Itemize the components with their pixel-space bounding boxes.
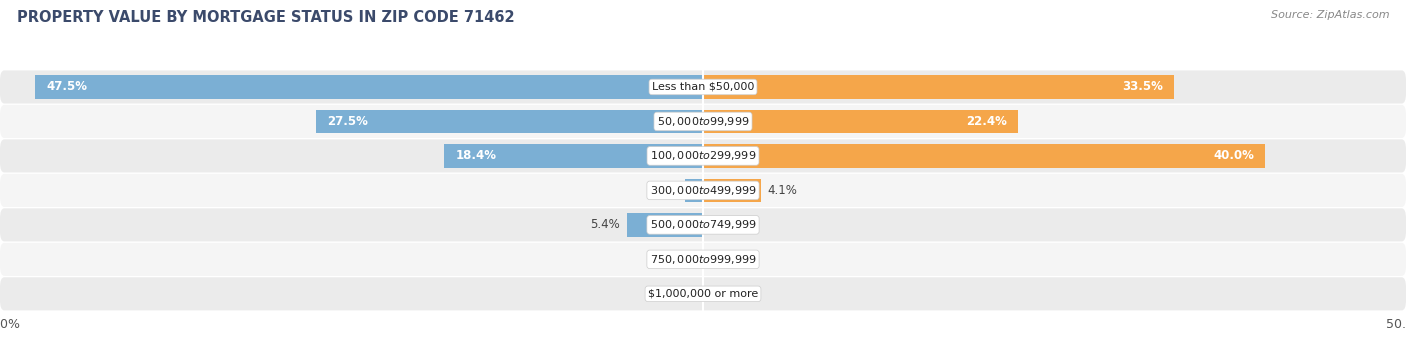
Bar [35, 75, 703, 99]
Text: Less than $50,000: Less than $50,000 [652, 82, 754, 92]
Bar [703, 179, 761, 202]
Text: 27.5%: 27.5% [328, 115, 368, 128]
FancyBboxPatch shape [0, 277, 1406, 310]
Text: 1.3%: 1.3% [648, 184, 678, 197]
Bar [703, 75, 1174, 99]
Text: $300,000 to $499,999: $300,000 to $499,999 [650, 184, 756, 197]
FancyBboxPatch shape [0, 105, 1406, 138]
Text: 5.4%: 5.4% [591, 218, 620, 232]
Text: 33.5%: 33.5% [1122, 81, 1163, 94]
Bar [444, 144, 703, 168]
Bar [685, 179, 703, 202]
Text: $100,000 to $299,999: $100,000 to $299,999 [650, 149, 756, 163]
Text: PROPERTY VALUE BY MORTGAGE STATUS IN ZIP CODE 71462: PROPERTY VALUE BY MORTGAGE STATUS IN ZIP… [17, 10, 515, 25]
Text: $1,000,000 or more: $1,000,000 or more [648, 289, 758, 299]
FancyBboxPatch shape [0, 174, 1406, 207]
Text: 40.0%: 40.0% [1213, 149, 1254, 163]
Text: 0.0%: 0.0% [665, 253, 695, 266]
FancyBboxPatch shape [0, 208, 1406, 241]
Bar [703, 144, 1265, 168]
Text: 47.5%: 47.5% [46, 81, 87, 94]
Text: 0.0%: 0.0% [711, 218, 741, 232]
Text: 4.1%: 4.1% [768, 184, 797, 197]
FancyBboxPatch shape [0, 243, 1406, 276]
FancyBboxPatch shape [0, 139, 1406, 172]
Bar [316, 110, 703, 133]
Bar [703, 110, 1018, 133]
Text: 0.0%: 0.0% [711, 287, 741, 300]
Text: $750,000 to $999,999: $750,000 to $999,999 [650, 253, 756, 266]
Text: $50,000 to $99,999: $50,000 to $99,999 [657, 115, 749, 128]
Bar [627, 213, 703, 237]
Text: 22.4%: 22.4% [966, 115, 1007, 128]
Text: $500,000 to $749,999: $500,000 to $749,999 [650, 218, 756, 232]
Text: 0.0%: 0.0% [711, 253, 741, 266]
Text: Source: ZipAtlas.com: Source: ZipAtlas.com [1271, 10, 1389, 20]
Text: 18.4%: 18.4% [456, 149, 496, 163]
FancyBboxPatch shape [0, 70, 1406, 103]
Text: 0.0%: 0.0% [665, 287, 695, 300]
